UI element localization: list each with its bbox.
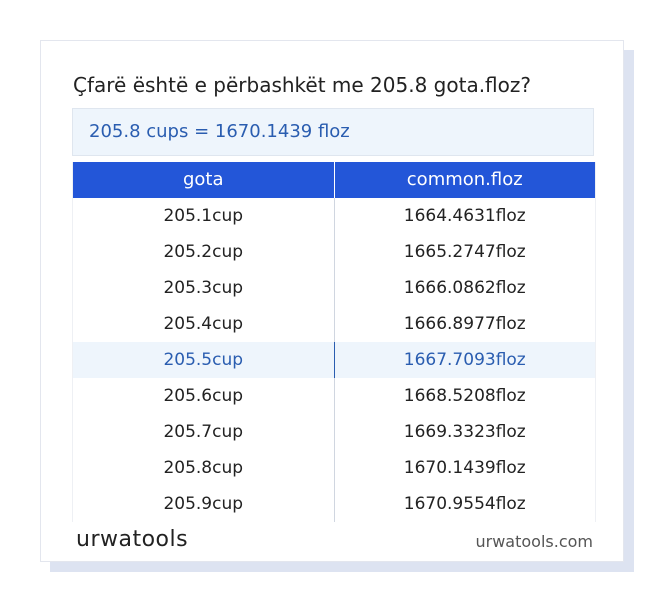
column-header: common.floz bbox=[406, 169, 523, 190]
table: gota common.floz 205.1cup 1664.4631floz 20… bbox=[72, 162, 596, 522]
table-cell: 1668.5208floz bbox=[403, 386, 526, 406]
table-cell: 1670.9554floz bbox=[403, 494, 526, 514]
table-row: 205.4cup 1666.8977floz bbox=[73, 306, 595, 342]
table-cell: 1666.8977floz bbox=[403, 314, 526, 334]
table-row: 205.6cup 1668.5208floz bbox=[73, 378, 595, 414]
table-cell: 1667.7093floz bbox=[403, 350, 526, 370]
result: 205.8 cups = 1670.1439 floz bbox=[72, 108, 594, 156]
table-row: 205.3cup 1666.0862floz bbox=[73, 270, 595, 306]
table-row: 205.1cup 1664.4631floz bbox=[73, 198, 595, 234]
table-row: 205.7cup 1669.3323floz bbox=[73, 414, 595, 450]
table-row: 205.2cup 1665.2747floz bbox=[73, 234, 595, 270]
table-cell: 1666.0862floz bbox=[403, 278, 526, 298]
card: Çfarë është e përbashkët me 205.8 gota.f… bbox=[40, 40, 624, 562]
table-cell: 205.6cup bbox=[73, 378, 335, 414]
table-cell: 205.9cup bbox=[73, 486, 335, 522]
table-cell: 205.5cup bbox=[73, 342, 335, 378]
table-cell: 1665.2747floz bbox=[403, 242, 526, 262]
table-cell: 205.4cup bbox=[73, 306, 335, 342]
table-row: 205.8cup 1670.1439floz bbox=[73, 450, 595, 486]
table-cell: 1664.4631floz bbox=[403, 206, 526, 226]
header-row: gota common.floz bbox=[73, 162, 595, 198]
url[interactable]: urwatools.com bbox=[475, 532, 594, 551]
column-header: gota bbox=[73, 162, 335, 198]
logo[interactable]: urwatools bbox=[76, 527, 189, 552]
table-cell: 205.3cup bbox=[73, 270, 335, 306]
table-cell: 1669.3323floz bbox=[403, 422, 526, 442]
table-cell: 1670.1439floz bbox=[403, 458, 526, 478]
table-cell: 205.7cup bbox=[73, 414, 335, 450]
table-cell: 205.8cup bbox=[73, 450, 335, 486]
table-row: 205.9cup 1670.9554floz bbox=[73, 486, 595, 522]
title: Çfarë është e përbashkët me 205.8 gota.f… bbox=[73, 73, 532, 97]
table-cell: 205.1cup bbox=[73, 198, 335, 234]
table-row: 205.5cup 1667.7093floz bbox=[73, 342, 595, 378]
table-cell: 205.2cup bbox=[73, 234, 335, 270]
